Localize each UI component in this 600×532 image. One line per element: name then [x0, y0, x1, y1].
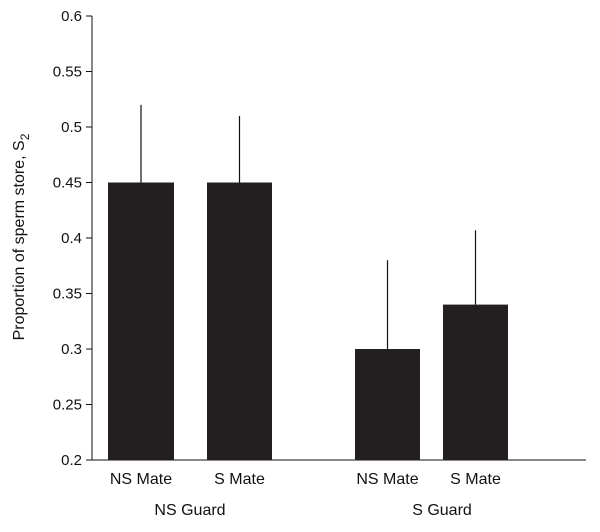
y-tick-label: 0.5	[61, 119, 82, 136]
y-tick-label: 0.4	[61, 230, 82, 247]
category-label: NS Mate	[356, 471, 418, 488]
bar	[207, 182, 272, 460]
bars	[108, 104, 508, 460]
y-axis-title-subscript: 2	[18, 133, 32, 140]
category-label: S Mate	[214, 471, 265, 488]
group-label: S Guard	[412, 502, 472, 519]
x-labels: NS Mate S Mate NS Guard NS Mate S Mate S Guar…	[110, 471, 501, 519]
y-axis-title-main: Proportion of sperm store, S	[11, 140, 28, 340]
category-label: S Mate	[450, 471, 501, 488]
y-tick-label: 0.2	[61, 452, 82, 469]
group-label: NS Guard	[154, 502, 225, 519]
y-tick-label: 0.55	[53, 64, 82, 81]
y-ticks: 0.2 0.25 0.3 0.35 0.4 0.45 0.5 0.55 0.6	[53, 8, 92, 469]
y-tick-label: 0.3	[61, 341, 82, 358]
y-tick-label: 0.6	[61, 8, 82, 25]
bar	[443, 304, 508, 460]
y-axis-title: Proportion of sperm store, S2	[11, 133, 32, 340]
y-tick-label: 0.25	[53, 397, 82, 414]
bar	[108, 182, 174, 460]
y-tick-label: 0.35	[53, 286, 82, 303]
y-axis-title-group: Proportion of sperm store, S2	[11, 133, 32, 340]
category-label: NS Mate	[110, 471, 172, 488]
bar	[355, 349, 420, 460]
y-tick-label: 0.45	[53, 175, 82, 192]
